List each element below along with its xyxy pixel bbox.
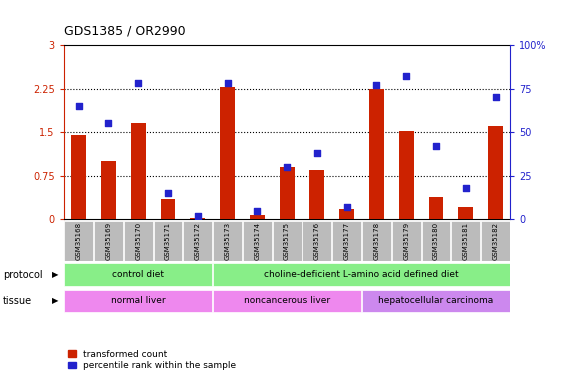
Bar — [369, 88, 384, 219]
Bar — [429, 197, 443, 219]
Point — [133, 80, 143, 86]
Bar — [339, 209, 354, 219]
Text: hepatocellular carcinoma: hepatocellular carcinoma — [378, 296, 494, 305]
Text: GSM35177: GSM35177 — [343, 222, 350, 260]
Point — [461, 185, 470, 191]
Bar — [458, 207, 473, 219]
Bar — [213, 264, 510, 286]
Bar — [332, 221, 361, 261]
Bar — [71, 135, 86, 219]
Point — [282, 164, 292, 170]
Bar — [64, 264, 212, 286]
Bar — [422, 221, 451, 261]
Bar — [481, 221, 510, 261]
Point — [372, 82, 381, 88]
Bar — [101, 161, 116, 219]
Bar — [302, 221, 331, 261]
Bar — [362, 290, 510, 312]
Point — [104, 120, 113, 126]
Legend: transformed count, percentile rank within the sample: transformed count, percentile rank withi… — [68, 350, 236, 370]
Text: noncancerous liver: noncancerous liver — [244, 296, 330, 305]
Bar — [362, 221, 391, 261]
Point — [432, 143, 441, 149]
Bar — [154, 221, 183, 261]
Text: GSM35182: GSM35182 — [492, 222, 499, 260]
Bar — [64, 290, 212, 312]
Bar — [213, 290, 361, 312]
Bar — [161, 199, 175, 219]
Text: ▶: ▶ — [52, 296, 58, 305]
Bar — [130, 123, 146, 219]
Text: GSM35176: GSM35176 — [314, 222, 320, 260]
Text: GSM35171: GSM35171 — [165, 222, 171, 260]
Bar — [190, 218, 205, 219]
Text: GSM35174: GSM35174 — [254, 222, 260, 260]
Point — [193, 213, 202, 219]
Bar — [183, 221, 212, 261]
Text: GSM35170: GSM35170 — [135, 222, 142, 260]
Bar — [64, 221, 93, 261]
Text: normal liver: normal liver — [111, 296, 165, 305]
Point — [312, 150, 321, 156]
Text: GSM35168: GSM35168 — [75, 222, 82, 260]
Text: GSM35180: GSM35180 — [433, 222, 439, 260]
Point — [223, 80, 232, 86]
Bar — [280, 167, 295, 219]
Text: GSM35181: GSM35181 — [463, 222, 469, 260]
Point — [401, 74, 411, 80]
Text: GDS1385 / OR2990: GDS1385 / OR2990 — [64, 24, 186, 38]
Bar — [392, 221, 420, 261]
Point — [164, 190, 173, 196]
Bar — [243, 221, 272, 261]
Text: tissue: tissue — [3, 296, 32, 306]
Text: GSM35179: GSM35179 — [403, 222, 409, 260]
Point — [74, 103, 84, 109]
Bar — [398, 131, 414, 219]
Text: control diet: control diet — [113, 270, 164, 279]
Bar — [220, 87, 235, 219]
Point — [491, 94, 500, 100]
Bar — [451, 221, 480, 261]
Bar — [309, 170, 324, 219]
Point — [342, 204, 351, 210]
Bar — [124, 221, 153, 261]
Point — [253, 208, 262, 214]
Text: GSM35178: GSM35178 — [374, 222, 379, 260]
Text: ▶: ▶ — [52, 270, 58, 279]
Text: GSM35175: GSM35175 — [284, 222, 290, 260]
Text: GSM35173: GSM35173 — [224, 222, 231, 260]
Bar — [94, 221, 123, 261]
Bar — [488, 126, 503, 219]
Text: protocol: protocol — [3, 270, 42, 280]
Bar — [250, 215, 264, 219]
Text: GSM35172: GSM35172 — [195, 222, 201, 260]
Bar — [213, 221, 242, 261]
Bar — [273, 221, 302, 261]
Text: GSM35169: GSM35169 — [106, 222, 111, 260]
Text: choline-deficient L-amino acid defined diet: choline-deficient L-amino acid defined d… — [264, 270, 459, 279]
